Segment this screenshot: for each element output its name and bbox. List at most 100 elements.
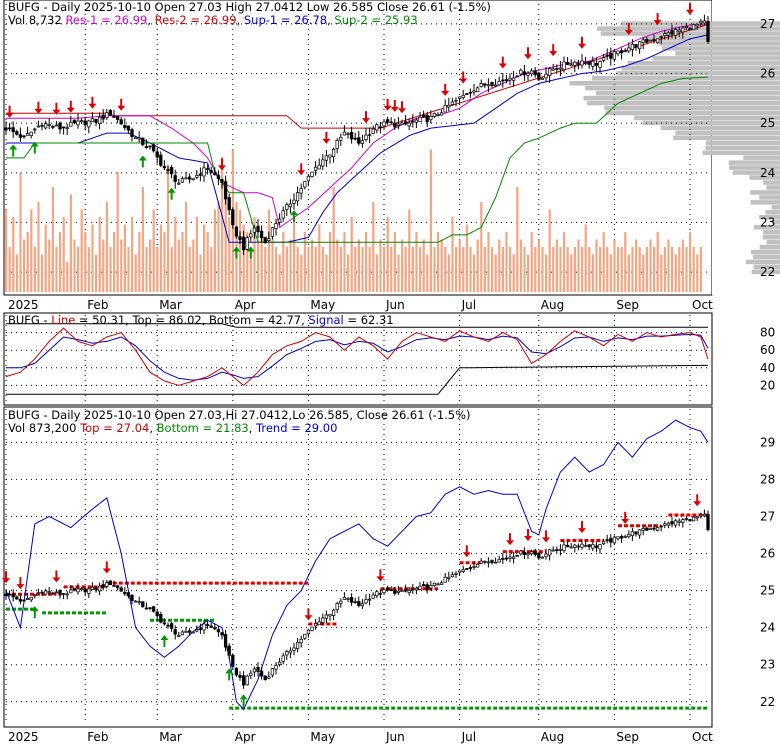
volume-bar	[73, 239, 76, 292]
volume-profile-bar	[604, 105, 780, 111]
trend-candle-body	[299, 638, 303, 644]
volume-bar	[422, 239, 425, 292]
trend-candle-body	[447, 576, 451, 579]
trend-candle-body	[648, 528, 653, 530]
price-candle-body	[609, 52, 613, 59]
trend-candle-body	[180, 631, 185, 635]
volume-profile-bar	[763, 229, 780, 235]
volume-bar	[174, 217, 177, 292]
trend-up-arrow-head	[30, 606, 39, 612]
up-arrow-head	[290, 210, 298, 216]
volume-bar	[84, 232, 87, 292]
trend-down-arrow-head	[16, 584, 25, 590]
price-candle-body	[245, 237, 249, 250]
price-candle-body	[148, 145, 152, 148]
volume-bar	[102, 239, 105, 292]
trend-candle-body	[11, 593, 15, 598]
volume-profile-bar	[751, 269, 780, 275]
volume-bar	[480, 202, 483, 292]
volume-bar	[408, 209, 411, 292]
trend-x-tick-label: 2025	[8, 730, 39, 744]
down-arrow-head	[578, 43, 586, 49]
down-arrow-head	[398, 108, 406, 114]
trend-candle-body	[141, 601, 145, 607]
price-candle-body	[616, 50, 620, 55]
volume-bar	[177, 239, 180, 292]
sup-2-line	[6, 76, 709, 243]
volume-bar	[613, 239, 616, 292]
price-candle-body	[360, 140, 365, 144]
trend-x-tick-label: May	[310, 730, 335, 744]
price-candle-body	[256, 225, 260, 233]
trend-candle-body	[65, 593, 69, 596]
trend-down-arrow-head	[506, 540, 514, 546]
header-part: ,	[237, 13, 244, 27]
volume-bar	[336, 239, 339, 292]
volume-profile-bar	[705, 145, 780, 150]
header-part: BUFG - Daily 2025-10-10 Open 27.03 High …	[8, 0, 491, 14]
price-y-tick-label: 22	[760, 265, 775, 279]
volume-bar	[217, 202, 220, 292]
trend-y-tick-label: 28	[760, 472, 775, 486]
price-candle-body	[421, 114, 426, 118]
price-candle-body	[144, 146, 149, 148]
trend-candle-body	[198, 628, 203, 630]
volume-bar	[649, 239, 652, 292]
trend-candle-body	[699, 514, 703, 517]
trend-candle-body	[90, 586, 95, 590]
trend-candle-body	[389, 589, 393, 592]
price-candle-body	[123, 125, 127, 128]
down-arrow-head	[297, 170, 306, 176]
price-candle-body	[288, 203, 293, 208]
trend-candle-body	[403, 589, 408, 592]
trend-candle-body	[285, 651, 289, 656]
trend-candle-body	[94, 587, 98, 591]
trend-y-tick-label: 24	[760, 621, 775, 635]
price-candle-body	[418, 116, 422, 123]
price-candle-body	[349, 132, 354, 140]
trend-candle-body	[641, 528, 645, 531]
price-candle-body	[382, 121, 386, 127]
price-candle-body	[22, 135, 26, 138]
price-candle-body	[691, 24, 696, 31]
trend-candle-body	[465, 568, 469, 570]
trend-candle-body	[436, 583, 440, 586]
trend-candle-body	[486, 561, 491, 564]
price-candle-body	[472, 90, 476, 93]
trend-candle-body	[616, 536, 620, 540]
volume-profile-bar	[600, 31, 780, 36]
volume-bar	[354, 247, 357, 292]
volume-bar	[260, 232, 263, 292]
trend-down-arrow-head	[376, 576, 385, 582]
price-candle-body	[162, 166, 167, 169]
oscillator-y-tick-label: 20	[760, 378, 775, 392]
header-part: ,	[147, 13, 154, 27]
volume-bar	[465, 224, 468, 292]
trend-candle-body	[7, 593, 12, 596]
up-arrow-head	[167, 187, 176, 193]
price-candle-body	[587, 61, 591, 65]
volume-bar	[109, 247, 112, 292]
trend-candle-body	[33, 594, 37, 597]
trend-candle-body	[259, 670, 264, 677]
price-candle-body	[155, 151, 159, 158]
price-candle-body	[40, 124, 44, 127]
trend-candle-body	[97, 585, 102, 592]
price-candle-body	[79, 120, 84, 122]
volume-bar	[91, 224, 94, 292]
volume-profile-bar	[642, 36, 780, 41]
trend-down-arrow-head	[693, 501, 702, 507]
trend-candle-body	[565, 544, 570, 548]
volume-bar	[347, 254, 350, 292]
price-candle-body	[299, 188, 303, 194]
volume-bar	[282, 232, 285, 292]
price-candle-body	[133, 136, 138, 139]
trend-candle-body	[702, 513, 707, 517]
price-y-tick-label: 23	[760, 215, 775, 229]
volume-bar	[350, 217, 353, 292]
trend-up-arrow-head	[225, 668, 234, 674]
trend-candle-body	[663, 523, 667, 526]
trend-candle-body	[573, 544, 577, 548]
down-arrow-head	[88, 103, 97, 109]
trend-candle-body	[670, 521, 674, 525]
